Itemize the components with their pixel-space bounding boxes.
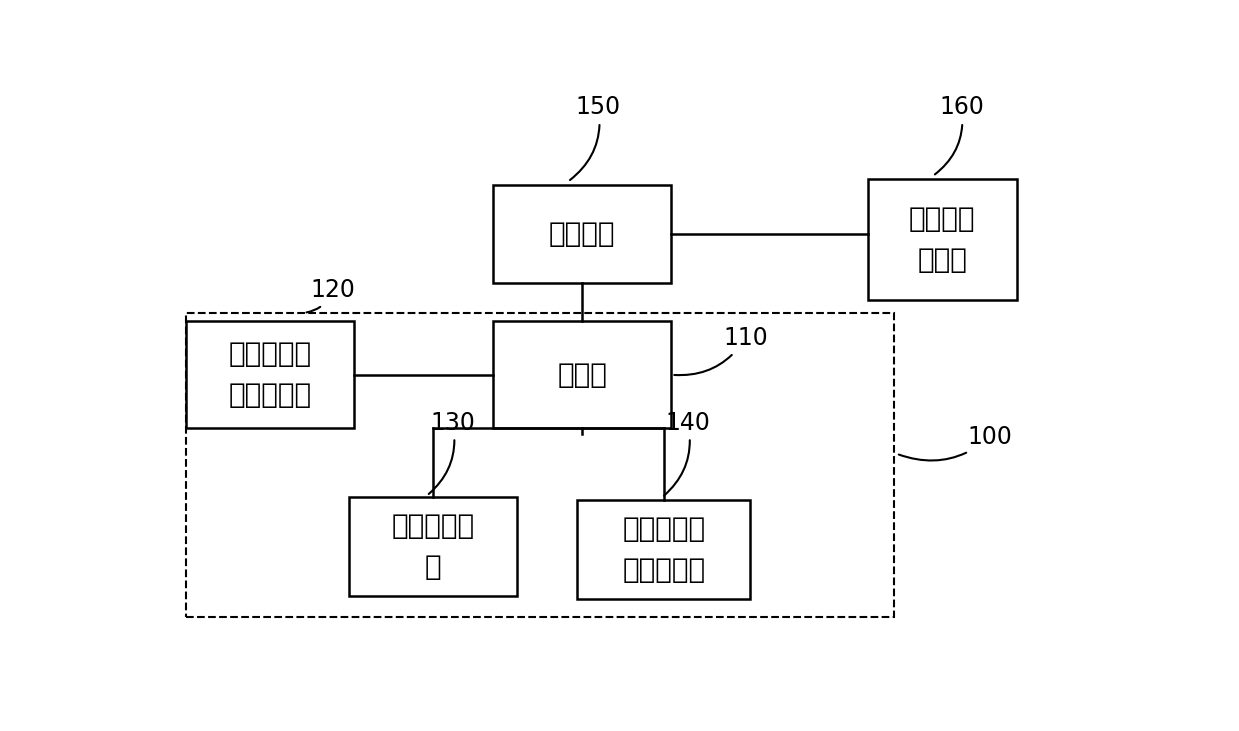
Text: 驱动开关: 驱动开关	[549, 220, 616, 248]
Text: 串联谐振
变换器: 串联谐振 变换器	[909, 205, 975, 274]
Text: 温度检测单
元: 温度检测单 元	[392, 512, 475, 581]
Text: 100: 100	[898, 425, 1012, 461]
Bar	[493, 322, 672, 428]
Text: 母线电容纹
波检测单元: 母线电容纹 波检测单元	[228, 340, 312, 409]
Bar	[577, 500, 751, 599]
Text: 130: 130	[429, 411, 475, 494]
Text: 120: 120	[306, 279, 354, 312]
Bar	[349, 497, 518, 596]
Bar	[867, 179, 1017, 300]
Text: 150: 150	[570, 96, 621, 180]
Text: 110: 110	[674, 326, 768, 375]
Text: 输出电压反
馈调节单元: 输出电压反 馈调节单元	[622, 515, 705, 584]
Bar	[186, 322, 354, 428]
Bar	[186, 313, 895, 617]
Text: 控制器: 控制器	[558, 361, 607, 389]
Text: 140: 140	[664, 411, 710, 496]
Text: 160: 160	[935, 96, 984, 175]
Bar	[493, 185, 672, 284]
